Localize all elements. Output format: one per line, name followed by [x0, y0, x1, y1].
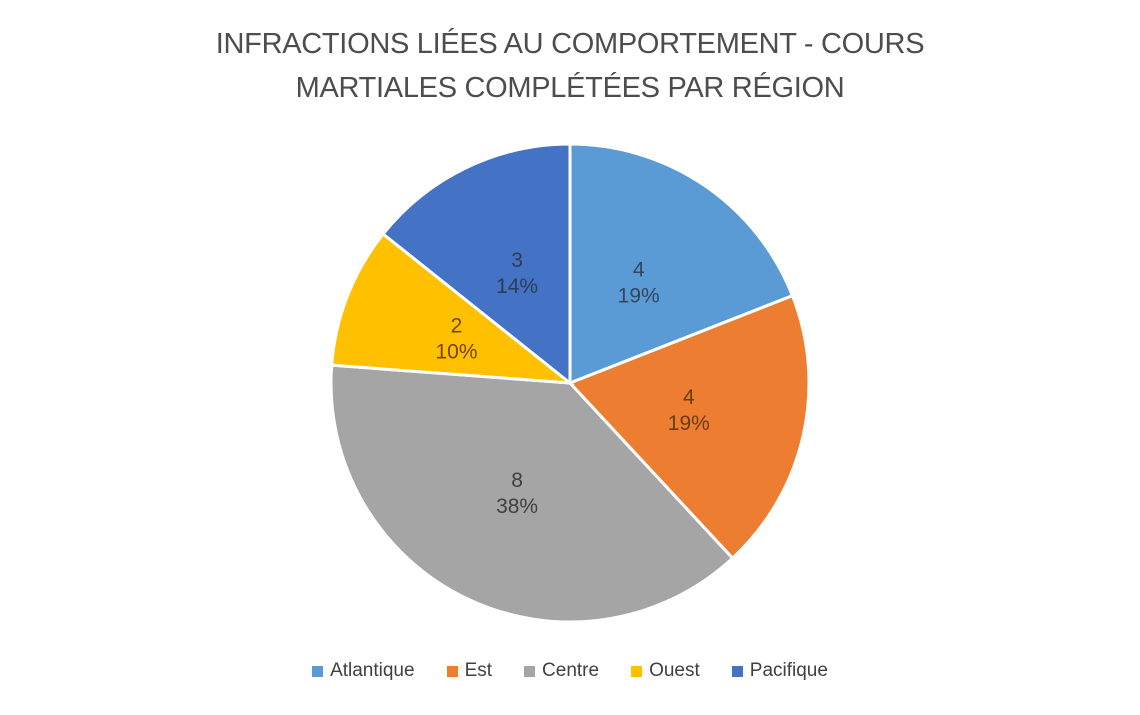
slice-percent-label-atlantique: 19% [618, 284, 660, 307]
slice-percent-label-est: 19% [668, 412, 710, 435]
legend-swatch-pacifique [731, 665, 743, 677]
slice-percent-label-pacifique: 14% [496, 275, 538, 298]
legend-item-centre: Centre [524, 660, 599, 682]
slice-value-label-atlantique: 4 [633, 258, 645, 281]
slice-value-label-est: 4 [683, 386, 695, 409]
legend-label-atlantique: Atlantique [330, 660, 415, 681]
chart-title-line1: INFRACTIONS LIÉES AU COMPORTEMENT - COUR… [215, 28, 925, 60]
pie-plot-area: 4 19% 4 19% 8 38% 2 10% 3 14% [320, 133, 820, 633]
pie-slice-atlantique [568, 142, 795, 386]
legend-label-est: Est [464, 660, 493, 681]
chart-title-line2: MARTIALES COMPLÉTÉES PAR RÉGION [295, 72, 845, 104]
slice-value-label-pacifique: 3 [511, 249, 523, 272]
legend-label-ouest: Ouest [649, 660, 700, 681]
pie-slice-est [567, 293, 811, 561]
pie-slice-centre [329, 363, 735, 624]
slice-percent-label-ouest: 10% [435, 341, 477, 364]
slice-value-label-centre: 8 [511, 469, 523, 492]
legend-item-est: Est [446, 660, 493, 682]
slice-percent-label-centre: 38% [496, 495, 538, 518]
legend-swatch-est [446, 665, 458, 677]
pie-chart: 4 19% 4 19% 8 38% 2 10% 3 14% [329, 142, 811, 624]
pie-slice-pacifique [381, 142, 572, 387]
legend-swatch-ouest [631, 665, 643, 677]
chart-title: INFRACTIONS LIÉES AU COMPORTEMENT - COUR… [0, 22, 1140, 110]
legend-item-ouest: Ouest [631, 660, 700, 682]
legend-item-pacifique: Pacifique [731, 660, 828, 682]
legend-label-centre: Centre [542, 660, 600, 681]
legend-label-pacifique: Pacifique [749, 660, 828, 681]
pie-slice-ouest [330, 231, 575, 385]
legend-item-atlantique: Atlantique [312, 660, 415, 682]
slice-value-label-ouest: 2 [451, 315, 463, 338]
legend-swatch-centre [524, 665, 536, 677]
legend-swatch-atlantique [312, 665, 324, 677]
chart-legend: Atlantique Est Centre Ouest Pacifique [0, 660, 1140, 682]
